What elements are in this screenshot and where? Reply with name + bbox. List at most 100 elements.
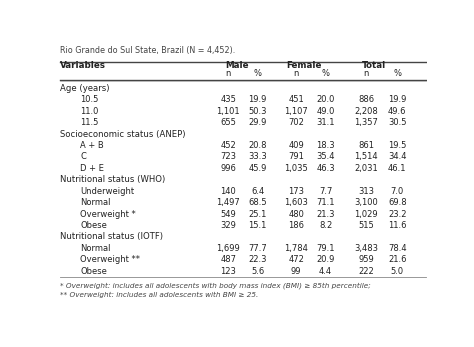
Text: 1,035: 1,035 <box>284 164 308 173</box>
Text: 140: 140 <box>220 187 236 196</box>
Text: Age (years): Age (years) <box>60 84 109 93</box>
Text: 959: 959 <box>358 255 374 264</box>
Text: 409: 409 <box>288 141 304 150</box>
Text: 19.9: 19.9 <box>248 95 267 104</box>
Text: Total: Total <box>362 61 386 70</box>
Text: %: % <box>254 69 262 78</box>
Text: 329: 329 <box>220 221 236 230</box>
Text: Variables: Variables <box>60 61 106 70</box>
Text: 29.9: 29.9 <box>248 118 267 127</box>
Text: 222: 222 <box>358 266 374 276</box>
Text: 1,029: 1,029 <box>354 210 378 219</box>
Text: 69.8: 69.8 <box>388 198 407 207</box>
Text: 1,603: 1,603 <box>284 198 308 207</box>
Text: 1,101: 1,101 <box>217 107 240 116</box>
Text: 186: 186 <box>288 221 304 230</box>
Text: 5.0: 5.0 <box>391 266 404 276</box>
Text: Obese: Obese <box>80 266 107 276</box>
Text: 435: 435 <box>220 95 236 104</box>
Text: 5.6: 5.6 <box>251 266 264 276</box>
Text: 21.3: 21.3 <box>316 210 335 219</box>
Text: Normal: Normal <box>80 198 111 207</box>
Text: 313: 313 <box>358 187 374 196</box>
Text: 123: 123 <box>220 266 236 276</box>
Text: 480: 480 <box>288 210 304 219</box>
Text: n: n <box>293 69 299 78</box>
Text: 77.7: 77.7 <box>248 244 267 253</box>
Text: 18.3: 18.3 <box>316 141 335 150</box>
Text: D + E: D + E <box>80 164 104 173</box>
Text: Female: Female <box>286 61 321 70</box>
Text: 11.5: 11.5 <box>80 118 99 127</box>
Text: C: C <box>80 152 86 161</box>
Text: A + B: A + B <box>80 141 104 150</box>
Text: Male: Male <box>226 61 249 70</box>
Text: 3,483: 3,483 <box>354 244 378 253</box>
Text: 702: 702 <box>288 118 304 127</box>
Text: 655: 655 <box>220 118 236 127</box>
Text: 20.8: 20.8 <box>248 141 267 150</box>
Text: 31.1: 31.1 <box>316 118 335 127</box>
Text: 45.9: 45.9 <box>248 164 267 173</box>
Text: 886: 886 <box>358 95 374 104</box>
Text: 1,497: 1,497 <box>216 198 240 207</box>
Text: 22.3: 22.3 <box>248 255 267 264</box>
Text: 8.2: 8.2 <box>319 221 332 230</box>
Text: 34.4: 34.4 <box>388 152 407 161</box>
Text: 25.1: 25.1 <box>248 210 267 219</box>
Text: 68.5: 68.5 <box>248 198 267 207</box>
Text: Nutritional status (WHO): Nutritional status (WHO) <box>60 175 165 184</box>
Text: 23.2: 23.2 <box>388 210 407 219</box>
Text: Underweight: Underweight <box>80 187 134 196</box>
Text: 3,100: 3,100 <box>354 198 378 207</box>
Text: 2,031: 2,031 <box>354 164 378 173</box>
Text: Overweight *: Overweight * <box>80 210 136 219</box>
Text: 7.7: 7.7 <box>319 187 332 196</box>
Text: 49.6: 49.6 <box>388 107 407 116</box>
Text: Nutritional status (IOTF): Nutritional status (IOTF) <box>60 232 163 242</box>
Text: n: n <box>226 69 231 78</box>
Text: 20.0: 20.0 <box>316 95 335 104</box>
Text: Normal: Normal <box>80 244 111 253</box>
Text: 723: 723 <box>220 152 236 161</box>
Text: 1,514: 1,514 <box>354 152 378 161</box>
Text: 515: 515 <box>358 221 374 230</box>
Text: 472: 472 <box>288 255 304 264</box>
Text: 35.4: 35.4 <box>316 152 335 161</box>
Text: 19.9: 19.9 <box>388 95 406 104</box>
Text: 1,357: 1,357 <box>354 118 378 127</box>
Text: 11.0: 11.0 <box>80 107 99 116</box>
Text: n: n <box>363 69 369 78</box>
Text: Rio Grande do Sul State, Brazil (N = 4,452).: Rio Grande do Sul State, Brazil (N = 4,4… <box>60 46 235 55</box>
Text: 1,699: 1,699 <box>216 244 240 253</box>
Text: 996: 996 <box>220 164 236 173</box>
Text: 2,208: 2,208 <box>354 107 378 116</box>
Text: Socioeconomic status (ANEP): Socioeconomic status (ANEP) <box>60 130 185 139</box>
Text: 78.4: 78.4 <box>388 244 407 253</box>
Text: %: % <box>321 69 329 78</box>
Text: 4.4: 4.4 <box>319 266 332 276</box>
Text: 1,107: 1,107 <box>284 107 308 116</box>
Text: 861: 861 <box>358 141 374 150</box>
Text: 46.1: 46.1 <box>388 164 407 173</box>
Text: 451: 451 <box>288 95 304 104</box>
Text: 33.3: 33.3 <box>248 152 267 161</box>
Text: 71.1: 71.1 <box>316 198 335 207</box>
Text: 19.5: 19.5 <box>388 141 406 150</box>
Text: 15.1: 15.1 <box>248 221 267 230</box>
Text: 21.6: 21.6 <box>388 255 407 264</box>
Text: 49.0: 49.0 <box>316 107 335 116</box>
Text: 487: 487 <box>220 255 236 264</box>
Text: 791: 791 <box>288 152 304 161</box>
Text: 173: 173 <box>288 187 304 196</box>
Text: Obese: Obese <box>80 221 107 230</box>
Text: 30.5: 30.5 <box>388 118 407 127</box>
Text: 7.0: 7.0 <box>391 187 404 196</box>
Text: Overweight **: Overweight ** <box>80 255 140 264</box>
Text: ** Overweight: includes all adolescents with BMI ≥ 25.: ** Overweight: includes all adolescents … <box>60 293 258 298</box>
Text: 20.9: 20.9 <box>316 255 335 264</box>
Text: 6.4: 6.4 <box>251 187 264 196</box>
Text: 1,784: 1,784 <box>284 244 308 253</box>
Text: * Overweight: includes all adolescents with body mass index (BMI) ≥ 85th percent: * Overweight: includes all adolescents w… <box>60 282 371 289</box>
Text: 46.3: 46.3 <box>316 164 335 173</box>
